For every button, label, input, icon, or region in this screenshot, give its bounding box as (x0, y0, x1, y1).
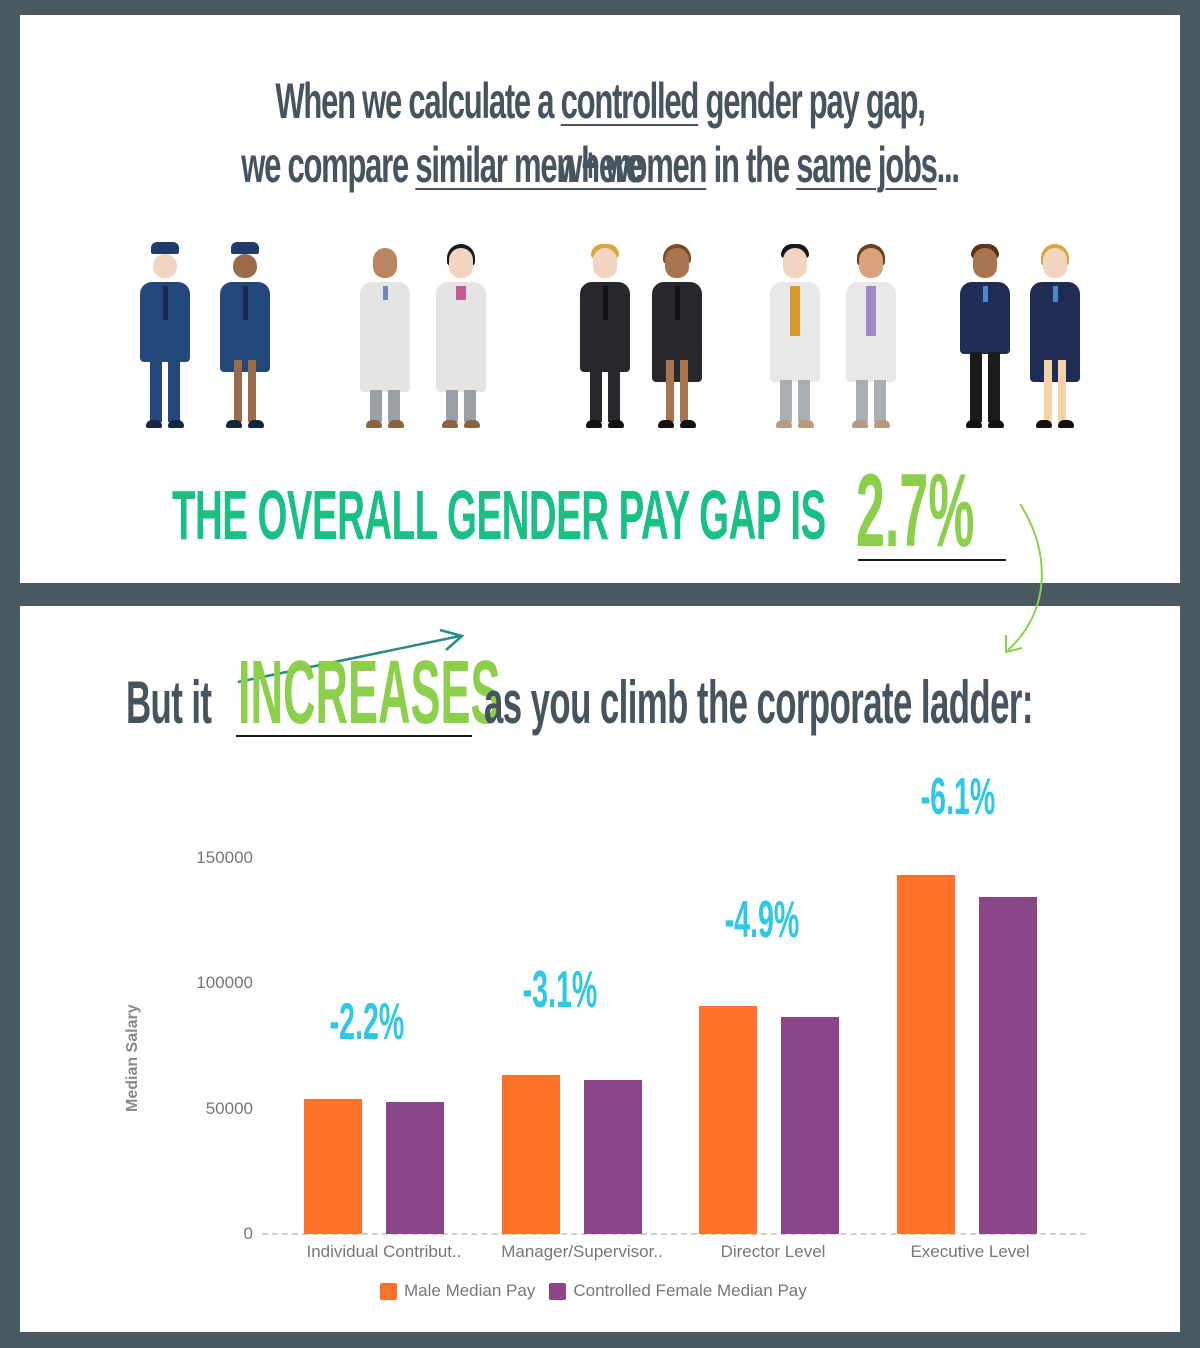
bottom-panel: But it INCREASES as you climb the corpor… (20, 606, 1180, 1332)
headline-underlined-same-jobs: same jobs (796, 137, 938, 193)
police-pair-illustration (130, 230, 300, 430)
ladder-heading: But it INCREASES as you climb the corpor… (20, 620, 1180, 750)
headline-underlined-controlled: controlled (560, 73, 700, 129)
y-tick-150000: 150000 (196, 848, 253, 867)
bar-female-director[interactable] (781, 1017, 839, 1234)
headline-text: gender pay gap, where (558, 73, 926, 193)
gap-label-director: -4.9% (724, 891, 800, 949)
gap-label-executive: -6.1% (920, 768, 996, 826)
bar-female-individual[interactable] (386, 1102, 444, 1234)
x-label-individual: Individual Contribut.. (306, 1242, 462, 1261)
police-man-icon (130, 240, 200, 430)
y-tick-100000: 100000 (196, 973, 253, 992)
bar-male-director[interactable] (699, 1006, 757, 1234)
bar-male-manager[interactable] (502, 1075, 560, 1234)
doctor-man-icon (760, 240, 830, 430)
businesswoman-icon (642, 240, 712, 430)
bar-female-executive[interactable] (979, 897, 1037, 1234)
police-woman-icon (210, 240, 280, 430)
headline-line-2: we compare similar men + women in the sa… (240, 133, 960, 197)
headline-text: we compare (241, 137, 416, 193)
overall-gap-statement: THE OVERALL GENDER PAY GAP IS 2.7% (20, 459, 1180, 573)
business-pair-illustration (570, 230, 740, 430)
legend-swatch-female (549, 1282, 567, 1300)
legend-label-male[interactable]: Male Median Pay (404, 1281, 536, 1300)
y-axis-label: Median Salary (124, 1004, 141, 1112)
headline-text: When we calculate a (275, 73, 561, 129)
doctor-pair-illustration (760, 230, 930, 430)
x-axis-baseline (262, 1233, 1086, 1235)
scientist-man-icon (350, 240, 420, 430)
scientist-pair-illustration (350, 230, 520, 430)
flight-attendant-pair-illustration (950, 230, 1120, 430)
increases-underline (236, 735, 472, 737)
overall-gap-value: 2.7% (856, 453, 975, 569)
doctor-woman-icon (836, 240, 906, 430)
x-label-executive: Executive Level (910, 1242, 1030, 1261)
headline-text: ... (936, 137, 960, 193)
x-label-manager: Manager/Supervisor.. (501, 1242, 663, 1261)
bar-male-individual[interactable] (304, 1099, 362, 1234)
salary-bar-chart: 150000 100000 50000 0 Median Salary -2.2… (20, 606, 1180, 1332)
occupation-illustrations (130, 230, 1080, 430)
flight-attendant-man-icon (950, 240, 1020, 430)
curved-arrow-icon (1005, 503, 1043, 654)
upward-arrow-icon (237, 628, 465, 684)
heading-increases: INCREASES (238, 643, 501, 743)
heading-climb-ladder: as you climb the corporate ladder: (484, 669, 1033, 736)
gap-label-manager: -3.1% (522, 961, 598, 1019)
headline-underlined-similar: similar men + women (415, 137, 707, 193)
chart-legend: Male Median Pay Controlled Female Median… (380, 1280, 821, 1302)
overall-gap-underline (858, 559, 1006, 561)
scientist-woman-icon (426, 240, 496, 430)
headline-line-1: When we calculate a controlled gender pa… (240, 69, 959, 197)
bar-male-executive[interactable] (897, 875, 955, 1234)
legend-label-female[interactable]: Controlled Female Median Pay (573, 1281, 807, 1300)
gap-label-individual: -2.2% (329, 993, 405, 1051)
y-tick-0: 0 (243, 1224, 253, 1243)
bar-female-manager[interactable] (584, 1080, 642, 1234)
heading-but-it: But it (126, 669, 212, 736)
flight-attendant-woman-icon (1020, 240, 1090, 430)
top-panel: When we calculate a controlled gender pa… (20, 15, 1180, 583)
headline-text: in the (706, 137, 797, 193)
businessman-icon (570, 240, 640, 430)
overall-gap-label: THE OVERALL GENDER PAY GAP IS (172, 476, 826, 554)
legend-swatch-male (380, 1282, 397, 1300)
y-tick-50000: 50000 (205, 1099, 253, 1118)
x-label-director: Director Level (720, 1242, 826, 1261)
